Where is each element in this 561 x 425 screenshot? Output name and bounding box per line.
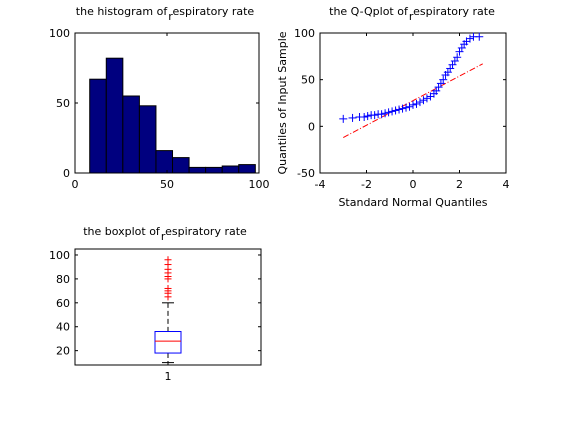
histogram-bar: [122, 95, 140, 174]
qqplot-point: [339, 114, 348, 123]
qqplot-point: [419, 96, 428, 105]
qqplot-xlabel: Standard Normal Quantiles: [338, 196, 487, 209]
qqplot-point: [377, 110, 386, 119]
histogram-ytick-label: 50: [56, 97, 70, 110]
qqplot-point: [402, 103, 411, 112]
qqplot-xtick-label: 2: [456, 178, 463, 191]
histogram-bar: [89, 78, 107, 174]
qqplot-point: [391, 106, 400, 115]
boxplot-ytick-label: 60: [56, 297, 70, 310]
histogram-bar: [172, 157, 190, 174]
qqplot-reference-line: [343, 63, 483, 138]
qqplot-point: [422, 94, 431, 103]
qqplot-panel: the Q-Qplot ofrespiratory rate -4 -2 0 2 4 -5…: [276, 5, 510, 209]
boxplot-ytick-label: 80: [56, 273, 70, 286]
qqplot-xtick-label: -4: [315, 178, 326, 191]
boxplot-outlier: [164, 256, 172, 264]
qqplot-point: [348, 113, 357, 122]
qqplot-points: [339, 32, 484, 123]
boxplot-body: [154, 256, 182, 364]
qqplot-point: [381, 109, 390, 118]
qqplot-ytick-label: 50: [301, 74, 315, 87]
qqplot-title: the Q-Qplot ofrespiratory rate: [329, 5, 495, 23]
histogram-title: the histogram ofrespiratory rate: [76, 5, 255, 23]
qqplot-ytick-label: 100: [294, 27, 315, 40]
histogram-xtick-label: 50: [160, 178, 174, 191]
qqplot-point: [405, 102, 414, 111]
histogram-panel: the histogram ofrespiratory rate 0 50 1000…: [49, 5, 270, 191]
qqplot-point: [363, 112, 372, 121]
histogram-bar: [205, 166, 223, 174]
qqplot-xtick-label: 4: [503, 178, 510, 191]
qqplot-point: [453, 53, 462, 62]
qqplot-point: [439, 75, 448, 84]
qqplot-point: [395, 105, 404, 114]
qqplot-point: [360, 113, 369, 121]
qqplot-point: [388, 107, 397, 116]
boxplot-ticks: 20 40 60 80 100 1: [49, 249, 261, 383]
histogram-bar: [188, 166, 207, 174]
qqplot-point: [412, 99, 421, 108]
histogram-ytick-label: 0: [63, 167, 70, 180]
histogram-bar: [221, 165, 240, 174]
histogram-ytick-label: 100: [49, 27, 70, 40]
qqplot-point: [415, 98, 424, 107]
histogram-bars: [89, 57, 256, 174]
qqplot-xtick-label: 0: [410, 178, 417, 191]
qqplot-point: [398, 104, 407, 113]
boxplot-box: [154, 331, 182, 354]
qqplot-ticks: -4 -2 0 2 4 -50 0 50 100: [294, 27, 510, 191]
qqplot-point: [370, 111, 379, 120]
boxplot-outlier: [164, 284, 172, 292]
qqplot-ylabel: Quantiles of Input Sample: [276, 31, 289, 174]
qqplot-point: [475, 32, 484, 41]
boxplot-title: the boxplot ofrespiratory rate: [83, 225, 247, 243]
qqplot-point: [384, 108, 393, 117]
boxplot-panel: the boxplot ofrespiratory rate 20 40 60 80 1…: [49, 225, 262, 383]
histogram-bar: [155, 150, 174, 174]
histogram-xtick-label: 0: [72, 178, 79, 191]
qqplot-ytick-label: -50: [297, 167, 315, 180]
histogram-bar: [138, 105, 157, 174]
boxplot-xtick-label: 1: [165, 370, 172, 383]
histogram-bar: [105, 57, 124, 174]
qqplot-point: [409, 100, 417, 109]
boxplot-ytick-label: 20: [56, 345, 70, 358]
histogram-ticks: 0 50 100 0 50 100: [49, 27, 270, 191]
qqplot-ytick-label: 0: [308, 120, 315, 133]
boxplot-ytick-label: 100: [49, 249, 70, 262]
histogram-bar: [238, 164, 256, 174]
histogram-xtick-label: 100: [249, 178, 270, 191]
boxplot-ytick-label: 40: [56, 321, 70, 334]
qqplot-point: [465, 34, 474, 43]
qqplot-xtick-label: -2: [361, 178, 372, 191]
